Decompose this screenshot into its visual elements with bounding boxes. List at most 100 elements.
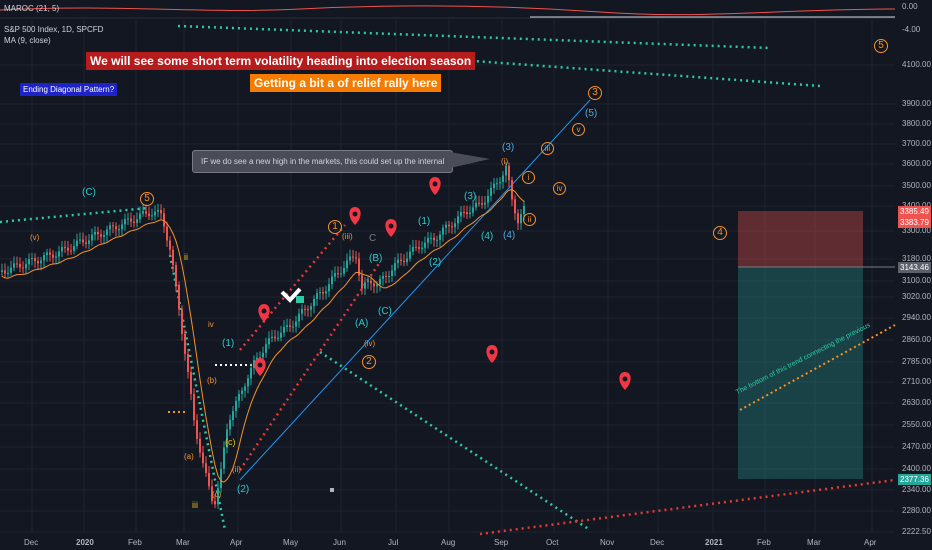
candle-body [358, 258, 360, 276]
pin-marker-icon[interactable] [486, 345, 498, 363]
time-tick: Apr [864, 538, 877, 547]
candle-body [424, 242, 426, 248]
price-tick: 2222.50 [902, 527, 931, 536]
wave-c-label: (c) [212, 490, 222, 499]
wave-ii-circ-label: ii [523, 213, 536, 226]
pin-marker-icon[interactable] [619, 372, 631, 390]
candle-body [115, 226, 117, 230]
candle-body [343, 268, 345, 274]
stop-zone[interactable] [738, 211, 863, 267]
banner-volatility[interactable]: We will see some short term volatility h… [86, 52, 476, 70]
price-tick: 2280.00 [902, 506, 931, 515]
indicator-tick-0: 0.00 [902, 2, 918, 11]
candle-body [259, 357, 261, 359]
candle-body [394, 263, 396, 271]
candle-body [244, 386, 246, 391]
candle-body [175, 265, 177, 285]
candle-body [94, 232, 96, 235]
candle-body [337, 273, 339, 275]
callout-bubble[interactable]: IF we do see a new high in the markets, … [192, 150, 454, 173]
wave-4b-teal-label: (4) [503, 230, 516, 241]
wave-4-label: 4 [713, 226, 727, 240]
symbol-title: S&P 500 Index, 1D, SPCFD [4, 25, 104, 34]
ending-diagonal-label[interactable]: Ending Diagonal Pattern? [20, 83, 118, 96]
pin-marker-icon[interactable] [429, 177, 441, 195]
wave-iii-circ-label: iii [541, 142, 554, 155]
candle-body [199, 438, 201, 453]
price-tick: 2470.00 [902, 442, 931, 451]
price-tick: 3700.00 [902, 139, 931, 148]
candle-body [10, 267, 12, 273]
pin-marker-icon[interactable] [258, 304, 270, 322]
candle-body [82, 239, 84, 243]
candle-body [454, 223, 456, 228]
candle-body [376, 284, 378, 287]
price-tick: 3100.00 [902, 276, 931, 285]
candle-body [124, 219, 126, 225]
candle-body [196, 420, 198, 439]
candle-body [319, 292, 321, 294]
candle-body [64, 247, 66, 249]
wave-iii-yellow-label: iii [192, 500, 198, 510]
candle-body [103, 234, 105, 237]
candle-body [370, 280, 372, 284]
candle-body [85, 242, 87, 244]
candle-body [475, 202, 477, 208]
time-tick: 2020 [76, 538, 94, 547]
upper-trendline-left [0, 206, 149, 224]
candle-body [364, 282, 366, 289]
wave-a-label: (a) [184, 452, 194, 461]
candle-body [433, 237, 435, 241]
candle-body [382, 275, 384, 279]
candle-body [283, 326, 285, 333]
candle-body [226, 429, 228, 448]
time-tick: Dec [650, 538, 665, 547]
candle-body [172, 249, 174, 266]
candle-body [49, 252, 51, 255]
price-tick: 2400.00 [902, 464, 931, 473]
candle-body [412, 246, 414, 252]
banner-relief-rally[interactable]: Getting a bit a of relief rally here [250, 74, 442, 92]
candle-body [208, 473, 210, 487]
target-zone[interactable] [738, 267, 863, 479]
candle-body [463, 211, 465, 213]
candle-body [403, 260, 405, 263]
pin-marker-icon[interactable] [385, 219, 397, 237]
wave-5-teal-label: (5) [585, 108, 598, 119]
candle-body [430, 237, 432, 239]
pin-marker-icon[interactable] [349, 207, 361, 225]
candle-body [181, 309, 183, 334]
candle-body [367, 280, 369, 283]
time-tick: Nov [600, 538, 615, 547]
candle-body [31, 257, 33, 260]
candle-body [88, 240, 90, 244]
wave-iv-2-label: (iv) [364, 339, 376, 348]
candle-body [274, 336, 276, 339]
candle-body [1, 270, 3, 272]
candle-body [451, 226, 453, 228]
candle-body [238, 394, 240, 401]
candle-body [67, 247, 69, 251]
price-tick: 3800.00 [902, 119, 931, 128]
wave-1b-teal-label: (1) [418, 216, 431, 227]
candle-body [508, 165, 510, 181]
candle-body [352, 256, 354, 258]
candle-body [97, 232, 99, 235]
candle-body [229, 419, 231, 430]
candle-body [163, 213, 165, 227]
candle-body [46, 252, 48, 256]
candle-body [409, 251, 411, 259]
candle-body [517, 213, 519, 224]
candle-body [58, 251, 60, 257]
pin-marker-icon[interactable] [254, 358, 266, 376]
lower-trendline [319, 350, 591, 532]
candle-body [106, 229, 108, 235]
candle-body [499, 181, 501, 184]
candle-body [523, 206, 525, 215]
price-tick: 3500.00 [902, 181, 931, 190]
candle-body [127, 218, 129, 220]
time-tick: Mar [807, 538, 821, 547]
candle-body [142, 211, 144, 214]
wave-C-grey-label: C [369, 233, 377, 244]
